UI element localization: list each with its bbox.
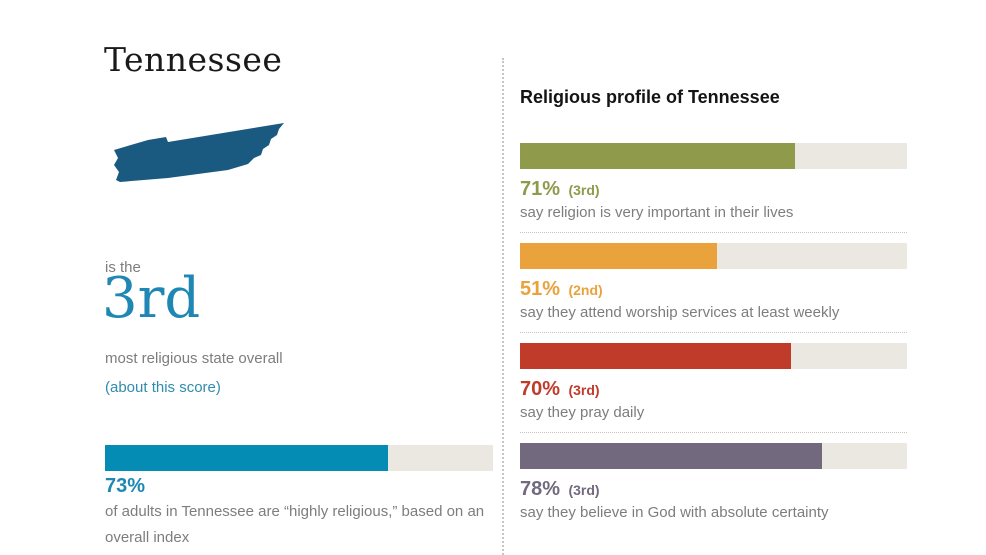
rank-suffix-text: most religious state overall bbox=[105, 350, 283, 367]
rank-label: (2nd) bbox=[568, 282, 603, 298]
about-score-link[interactable]: (about this score) bbox=[105, 379, 221, 396]
stat-description: say they pray daily bbox=[520, 404, 645, 421]
profile-row-prayer: 70% (3rd) say they pray daily bbox=[520, 343, 907, 435]
percent-label: 78% bbox=[520, 478, 561, 500]
vertical-dotted-divider bbox=[502, 58, 504, 555]
bar-track bbox=[520, 443, 907, 469]
stat-line: 51% (2nd) bbox=[520, 278, 603, 301]
stat-description: say they attend worship services at leas… bbox=[520, 304, 840, 321]
horizontal-dotted-separator bbox=[520, 232, 907, 233]
rank-label: (3rd) bbox=[568, 482, 600, 498]
state-rank: 3rd bbox=[102, 266, 201, 331]
stat-line: 71% (3rd) bbox=[520, 178, 600, 201]
overall-bar-track bbox=[105, 445, 493, 471]
overall-percent-label: 73% bbox=[105, 475, 146, 497]
rank-label: (3rd) bbox=[568, 182, 600, 198]
bar-fill bbox=[520, 243, 718, 269]
percent-label: 71% bbox=[520, 178, 561, 200]
stat-line: 78% (3rd) bbox=[520, 478, 600, 501]
tennessee-state-shape bbox=[114, 123, 284, 182]
bar-fill bbox=[520, 343, 791, 369]
bar-fill bbox=[520, 143, 795, 169]
overall-description: of adults in Tennessee are “highly relig… bbox=[105, 503, 485, 546]
bar-track bbox=[520, 243, 907, 269]
percent-label: 70% bbox=[520, 378, 561, 400]
bar-track bbox=[520, 343, 907, 369]
bar-fill bbox=[520, 443, 822, 469]
horizontal-dotted-separator bbox=[520, 432, 907, 433]
tennessee-state-silhouette bbox=[114, 123, 284, 182]
profile-row-belief-in-god: 78% (3rd) say they believe in God with a… bbox=[520, 443, 907, 535]
rank-label: (3rd) bbox=[568, 382, 600, 398]
stat-description: say they believe in God with absolute ce… bbox=[520, 504, 829, 521]
page-title: Tennessee bbox=[104, 40, 283, 80]
percent-label: 51% bbox=[520, 278, 561, 300]
profile-heading: Religious profile of Tennessee bbox=[520, 87, 780, 107]
overall-bar-fill bbox=[105, 445, 389, 471]
stat-description: say religion is very important in their … bbox=[520, 204, 794, 221]
rank-prefix-text: is the bbox=[105, 259, 141, 276]
stat-line: 70% (3rd) bbox=[520, 378, 600, 401]
profile-row-importance: 71% (3rd) say religion is very important… bbox=[520, 143, 907, 235]
horizontal-dotted-separator bbox=[520, 332, 907, 333]
bar-track bbox=[520, 143, 907, 169]
profile-row-attendance: 51% (2nd) say they attend worship servic… bbox=[520, 243, 907, 335]
